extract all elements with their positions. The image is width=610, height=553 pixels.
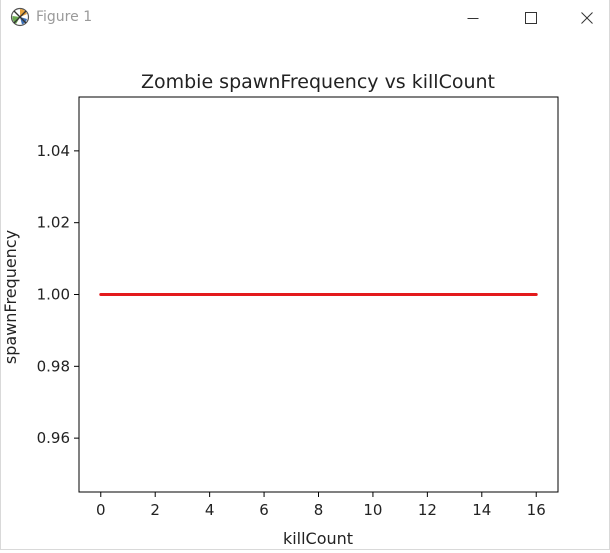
y-tick-label: 1.04 <box>37 142 70 160</box>
maximize-icon <box>525 12 537 24</box>
y-tick-label: 0.98 <box>37 357 70 375</box>
x-tick-label: 8 <box>314 501 324 519</box>
close-icon <box>581 12 593 24</box>
series-group <box>99 293 538 296</box>
x-axis-ticks: 0 2 4 6 8 10 12 14 16 <box>96 492 546 519</box>
data-point <box>154 293 156 296</box>
data-point <box>181 293 184 296</box>
data-point <box>127 293 129 296</box>
data-point <box>236 293 238 296</box>
x-tick-label: 0 <box>96 501 106 519</box>
x-tick-label: 10 <box>363 501 382 519</box>
x-tick-label: 16 <box>527 501 546 519</box>
x-tick-label: 6 <box>259 501 269 519</box>
x-tick-label: 14 <box>472 501 491 519</box>
y-axis-ticks: 0.96 0.98 1.00 1.02 1.04 <box>37 142 79 447</box>
data-point <box>317 293 320 296</box>
x-tick-label: 4 <box>205 501 215 519</box>
minimize-button[interactable] <box>450 0 496 36</box>
data-point <box>535 293 537 296</box>
data-point <box>426 293 428 296</box>
x-tick-label: 2 <box>150 501 160 519</box>
data-point <box>290 293 292 296</box>
data-point <box>399 293 401 296</box>
data-point <box>481 293 483 296</box>
y-tick-label: 1.00 <box>37 286 70 304</box>
data-point <box>453 293 456 296</box>
chart-title: Zombie spawnFrequency vs killCount <box>141 71 495 93</box>
data-point <box>508 293 510 296</box>
data-point <box>372 293 374 296</box>
plot-area: Zombie spawnFrequency vs killCount 0 2 4 6 8… <box>1 36 609 549</box>
title-bar[interactable]: Figure 1 <box>1 0 609 36</box>
data-point <box>345 293 347 296</box>
data-point <box>100 293 102 296</box>
minimize-icon <box>467 18 479 19</box>
x-tick-label: 12 <box>418 501 437 519</box>
y-tick-label: 0.96 <box>37 429 70 447</box>
chart: Zombie spawnFrequency vs killCount 0 2 4 6 8… <box>1 71 559 548</box>
window-title: Figure 1 <box>36 9 93 25</box>
close-button[interactable] <box>564 0 610 36</box>
maximize-button[interactable] <box>508 0 554 36</box>
matplotlib-figure-icon <box>10 7 30 27</box>
y-axis-label: spawnFrequency <box>1 230 20 364</box>
data-point <box>263 293 265 296</box>
x-axis-label: killCount <box>283 529 353 548</box>
y-tick-label: 1.02 <box>37 214 70 232</box>
data-point <box>209 293 211 296</box>
